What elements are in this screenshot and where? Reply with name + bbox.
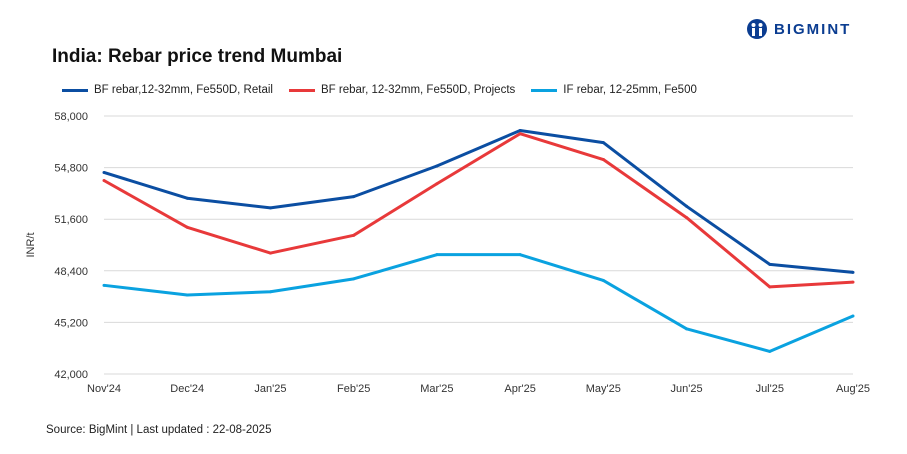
data-point <box>601 158 605 162</box>
y-tick-label: 51,600 <box>54 214 88 226</box>
data-point <box>268 290 272 294</box>
y-tick-label: 42,000 <box>54 369 88 381</box>
data-point <box>185 225 189 229</box>
series-line-2 <box>103 253 854 353</box>
legend-label: BF rebar,12-32mm, Fe550D, Retail <box>94 84 273 96</box>
source-note: Source: BigMint | Last updated : 22-08-2… <box>46 424 272 436</box>
data-point <box>435 253 439 257</box>
series-line-0 <box>103 129 854 274</box>
data-point <box>185 196 189 200</box>
x-tick-label: Nov'24 <box>87 383 121 395</box>
data-point <box>685 216 689 220</box>
y-tick-label: 58,000 <box>54 111 88 123</box>
x-tick-label: May'25 <box>586 383 621 395</box>
data-point <box>352 233 356 237</box>
brand-name: BIGMINT <box>774 20 852 38</box>
legend-swatch <box>62 88 88 92</box>
legend-item: IF rebar, 12-25mm, Fe500 <box>531 84 697 96</box>
data-point <box>518 129 522 133</box>
data-point <box>268 206 272 210</box>
bigmint-logo: BIGMINT <box>746 18 851 40</box>
series-line-1 <box>103 132 854 289</box>
data-point <box>102 283 106 287</box>
data-point <box>851 270 855 274</box>
x-tick-label: Aug'25 <box>836 383 870 395</box>
y-tick-label: 48,400 <box>54 266 88 278</box>
data-point <box>768 262 772 266</box>
data-point <box>518 253 522 257</box>
data-point <box>352 195 356 199</box>
data-point <box>685 204 689 208</box>
y-tick-label: 45,200 <box>54 317 88 329</box>
data-point <box>352 277 356 281</box>
x-tick-label: Jan'25 <box>254 383 286 395</box>
legend-item: BF rebar,12-32mm, Fe550D, Retail <box>62 84 273 96</box>
x-tick-label: Jun'25 <box>671 383 703 395</box>
data-point <box>851 280 855 284</box>
data-point <box>435 182 439 186</box>
x-tick-label: Apr'25 <box>504 383 535 395</box>
data-point <box>268 251 272 255</box>
legend-swatch <box>288 88 315 92</box>
data-point <box>102 170 106 174</box>
legend: BF rebar,12-32mm, Fe550D, Retail BF reba… <box>62 84 697 96</box>
legend-swatch <box>531 88 558 92</box>
x-tick-label: Jul'25 <box>756 383 784 395</box>
data-point <box>685 327 689 331</box>
data-point <box>768 349 772 353</box>
legend-item: BF rebar, 12-32mm, Fe550D, Projects <box>288 84 516 96</box>
x-tick-label: Dec'24 <box>170 383 204 395</box>
data-point <box>851 314 855 318</box>
data-point <box>768 285 772 289</box>
legend-label: BF rebar, 12-32mm, Fe550D, Projects <box>320 84 516 96</box>
chart-title: India: Rebar price trend Mumbai <box>52 46 343 67</box>
x-tick-label: Feb'25 <box>337 383 370 395</box>
y-tick-label: 54,800 <box>54 163 88 175</box>
legend-label: IF rebar, 12-25mm, Fe500 <box>563 84 697 96</box>
data-point <box>601 278 605 282</box>
data-point <box>518 132 522 136</box>
data-point <box>102 179 106 182</box>
data-point <box>185 293 189 297</box>
y-axis-label: INR/t <box>25 232 37 257</box>
data-point <box>435 164 439 168</box>
data-point <box>601 141 605 145</box>
x-tick-label: Mar'25 <box>420 383 453 395</box>
bigmint-logo-icon <box>747 19 767 39</box>
